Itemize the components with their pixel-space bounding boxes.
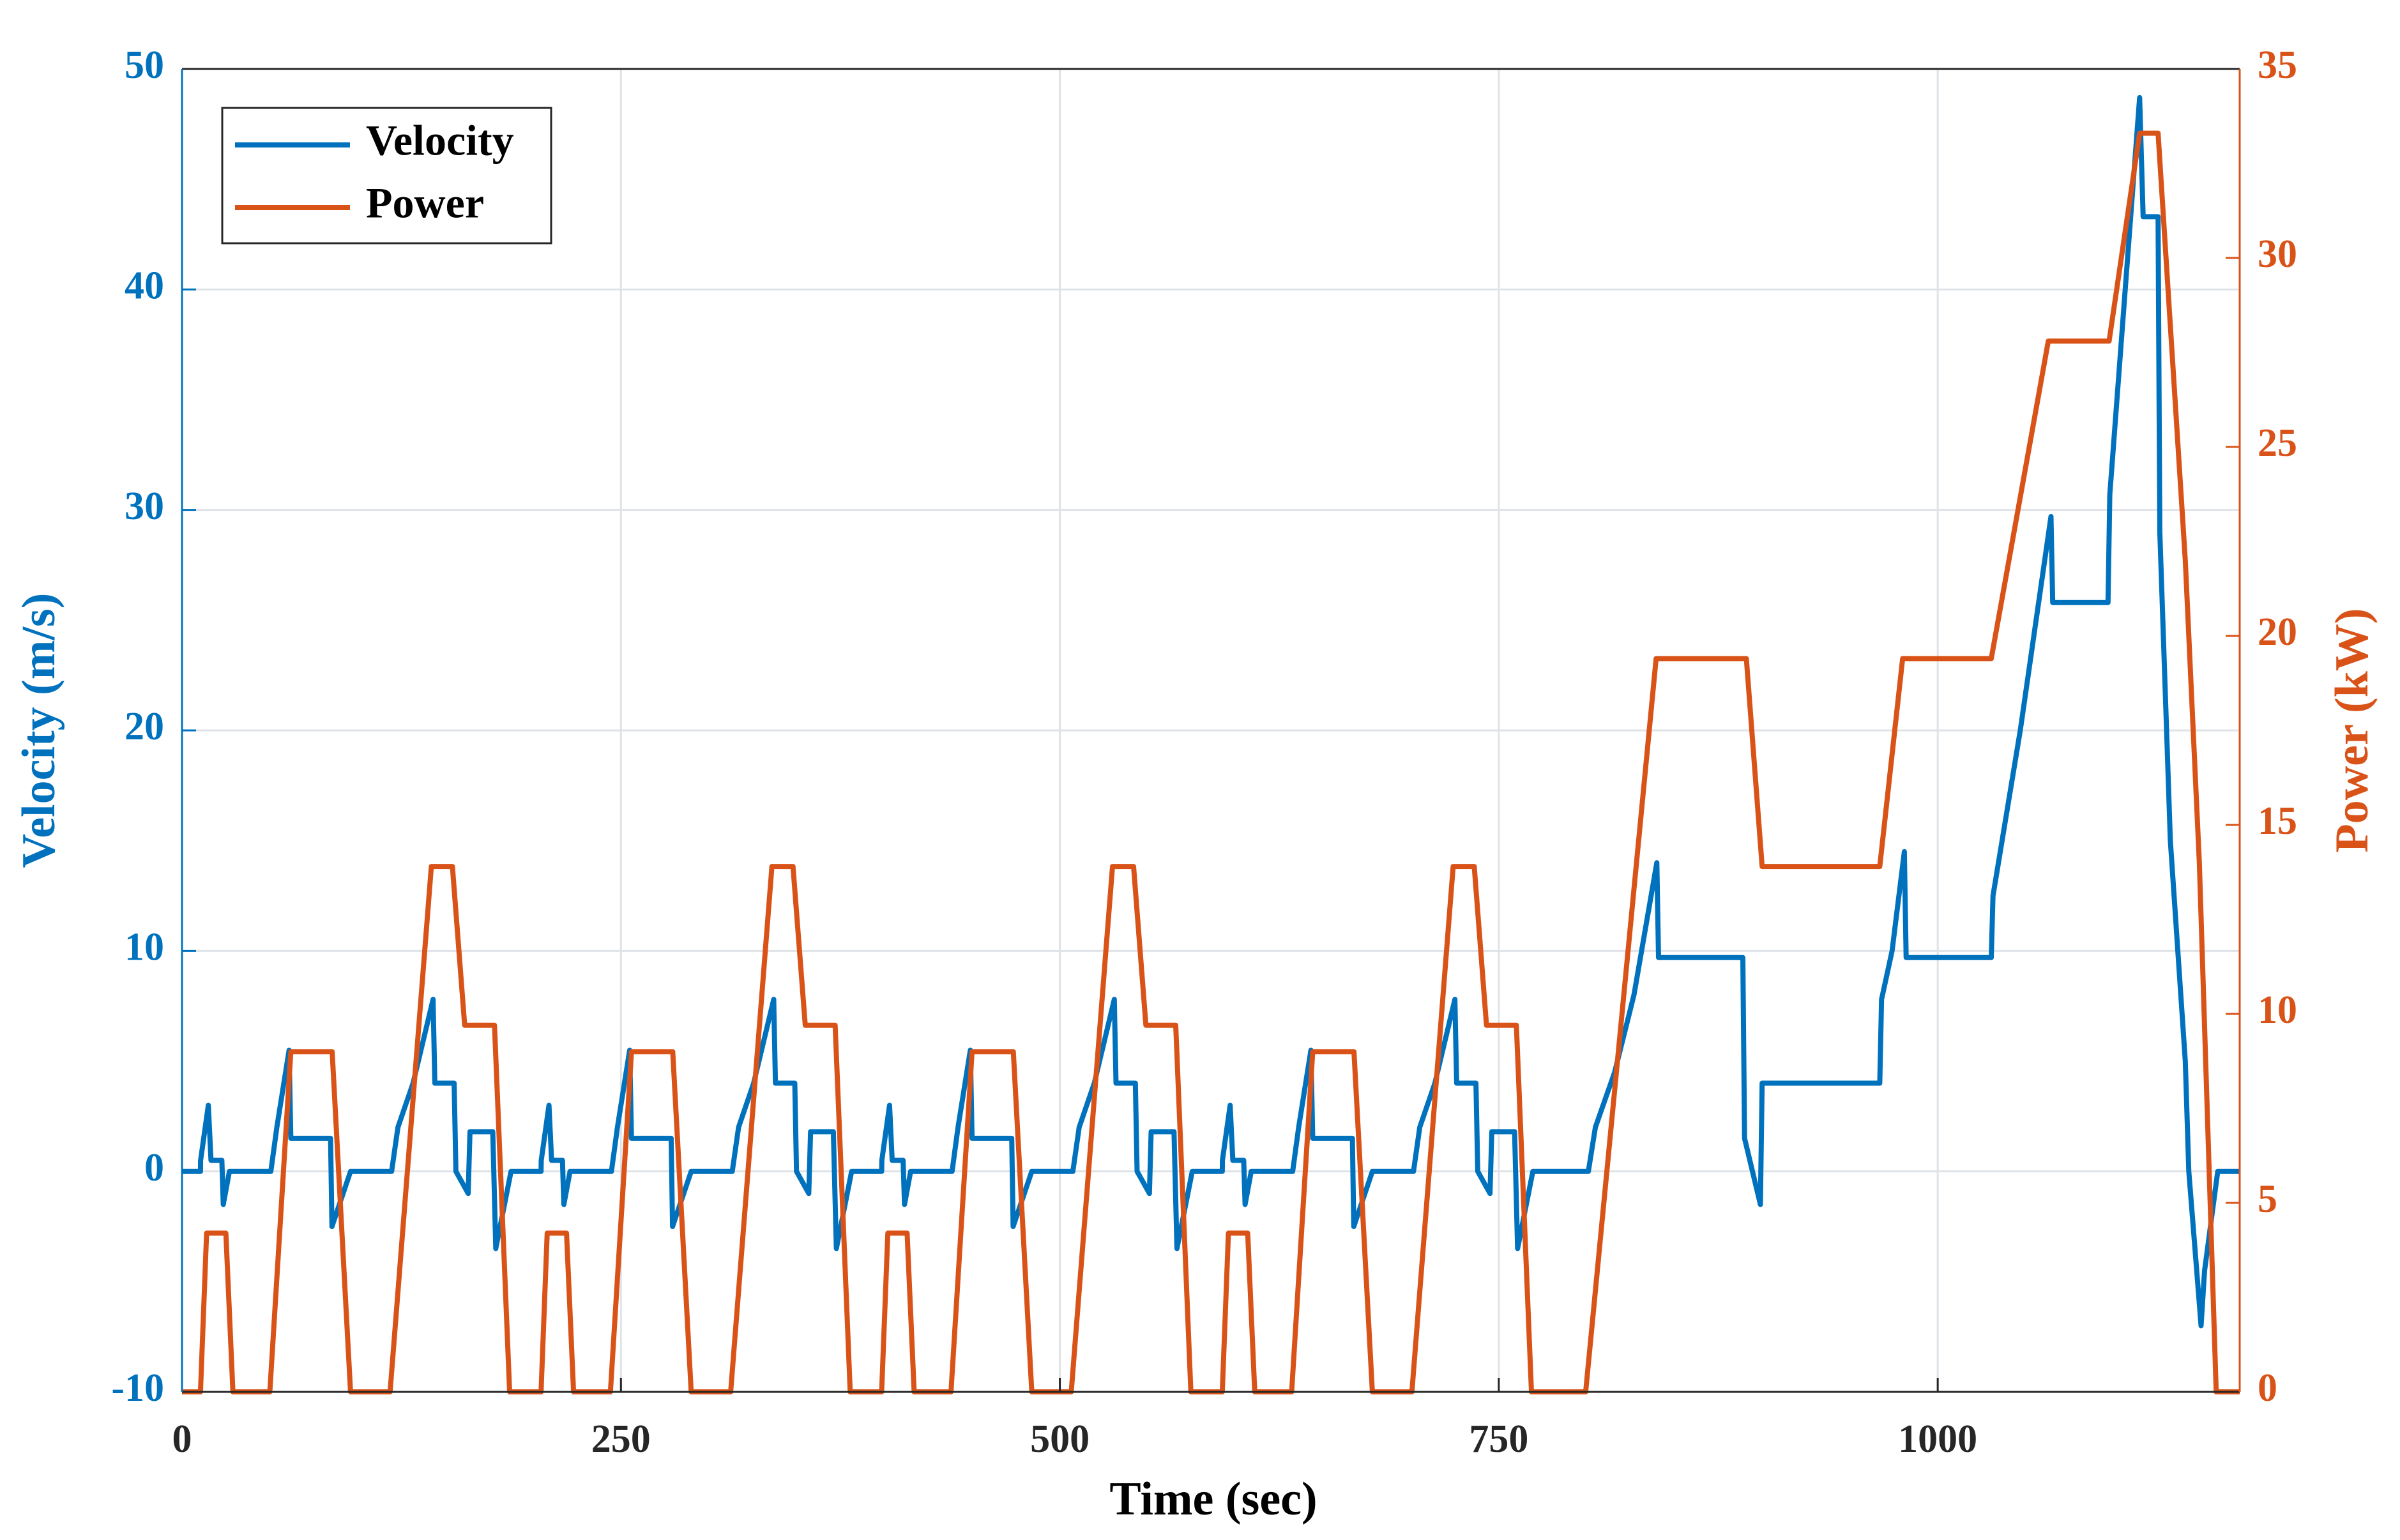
y2-axis-label: Power (kW) xyxy=(2326,608,2378,853)
y-tick-label: -10 xyxy=(111,1366,164,1410)
axes: 0 250 500 750 1000-1001020304050051015202530… xyxy=(111,43,2297,1461)
x-tick-label: 500 xyxy=(1030,1417,1090,1461)
legend-label: Power xyxy=(366,179,484,227)
y2-tick-label: 20 xyxy=(2258,610,2297,654)
y-tick-label: 30 xyxy=(125,485,164,528)
legend-label: Velocity xyxy=(366,116,514,165)
x-tick-label: 0 xyxy=(172,1417,192,1461)
y2-tick-label: 25 xyxy=(2258,421,2297,465)
y2-tick-label: 15 xyxy=(2258,799,2297,843)
x-axis-label: Time (sec) xyxy=(1109,1473,1317,1525)
x-tick-label: 250 xyxy=(591,1417,651,1461)
y-axis-label: Velocity (m/s) xyxy=(13,593,65,868)
y2-tick-label: 35 xyxy=(2258,43,2297,87)
y-tick-label: 10 xyxy=(125,926,164,969)
y2-tick-label: 10 xyxy=(2258,988,2297,1032)
y-tick-label: 20 xyxy=(125,705,164,748)
grid xyxy=(181,68,2240,1393)
x-tick-label: 1000 xyxy=(1898,1417,1977,1461)
y-tick-label: 0 xyxy=(144,1146,164,1189)
y2-tick-label: 5 xyxy=(2258,1177,2277,1221)
y-tick-label: 40 xyxy=(125,264,164,308)
legend-box xyxy=(221,107,552,245)
plot-lines xyxy=(182,94,2240,1394)
legend: Velocity Power xyxy=(221,107,552,245)
y-tick-label: 50 xyxy=(125,43,164,87)
y2-tick-label: 0 xyxy=(2258,1366,2277,1410)
y2-tick-label: 30 xyxy=(2258,232,2297,276)
x-tick-label: 750 xyxy=(1469,1417,1528,1461)
series-line xyxy=(182,130,2240,1394)
